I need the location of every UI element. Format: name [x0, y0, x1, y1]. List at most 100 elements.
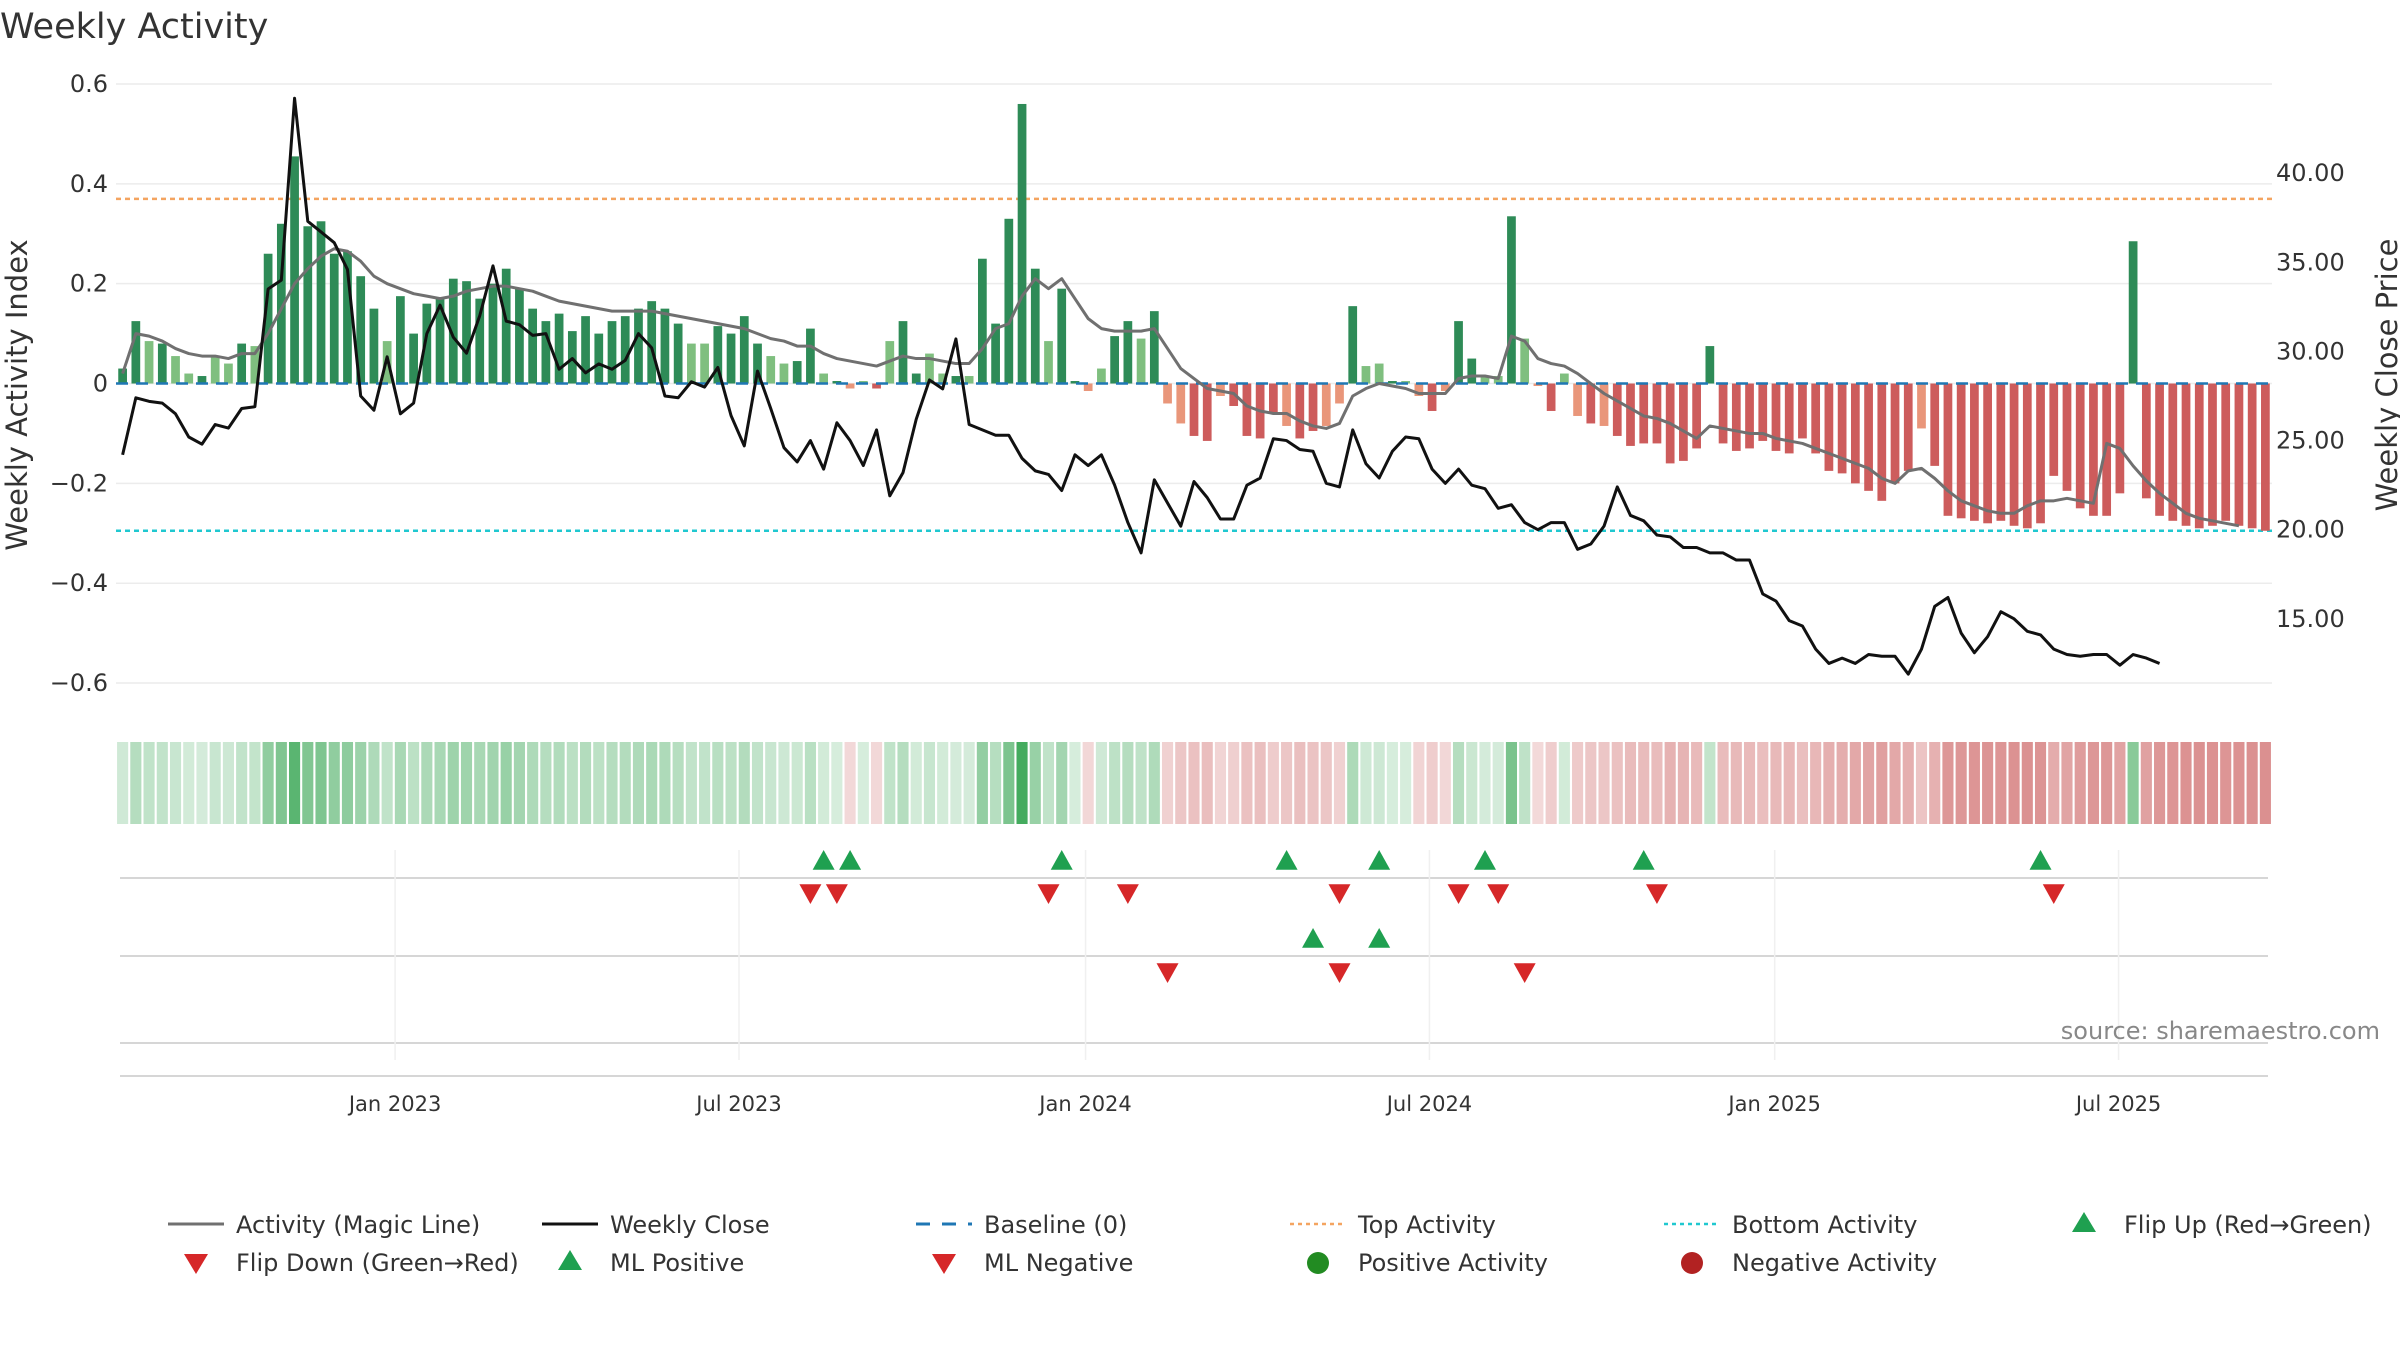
- activity-bar: [131, 321, 141, 384]
- signal-markers: [799, 850, 2065, 983]
- activity-bar: [594, 333, 604, 384]
- heat-strip-cell: [355, 742, 367, 824]
- heat-strip-cell: [923, 742, 936, 824]
- heat-strip-cell: [1704, 742, 1716, 824]
- activity-bar: [448, 278, 458, 384]
- heat-strip-cell: [1717, 742, 1729, 824]
- signal-lanes: [120, 850, 2268, 1077]
- activity-bar: [1745, 383, 1754, 449]
- legend-label: Weekly Close: [610, 1211, 770, 1239]
- y2-tick-label: 15.00: [2276, 605, 2345, 633]
- activity-bar: [1189, 383, 1199, 436]
- activity-bar: [1282, 383, 1291, 426]
- heat-strip-cell: [1175, 742, 1187, 824]
- flip-up-marker: [2029, 850, 2052, 870]
- heat-strip-cell: [209, 742, 221, 824]
- activity-bar: [1731, 383, 1741, 451]
- heat-strip-cell: [1836, 742, 1848, 824]
- activity-bar: [2208, 383, 2217, 526]
- heat-strip-cell: [1109, 742, 1121, 824]
- heat-strip-cell: [2206, 742, 2219, 824]
- heat-strip-cell: [1373, 742, 1385, 824]
- activity-bar: [1308, 383, 1318, 431]
- heat-strip-cell: [1016, 742, 1028, 824]
- heat-strip-cell: [1413, 742, 1425, 824]
- activity-bar: [673, 323, 683, 384]
- activity-bar: [528, 308, 538, 384]
- heat-strip-cell: [1214, 742, 1227, 824]
- flip-up-marker: [812, 850, 835, 870]
- activity-bar: [766, 356, 776, 384]
- heat-strip-cell: [1294, 742, 1306, 824]
- heat-strip-cell: [738, 742, 750, 824]
- activity-bar: [396, 296, 405, 384]
- heat-strip-cell: [1122, 742, 1134, 824]
- heat-strip-cell: [870, 742, 883, 824]
- heat-strip-cell: [1995, 742, 2007, 824]
- activity-bar: [263, 253, 273, 384]
- activity-bar: [1414, 383, 1424, 396]
- legend: Activity (Magic Line) Weekly Close Baselin…: [168, 1211, 2372, 1277]
- heat-strip-cell: [1135, 742, 1147, 824]
- activity-bar: [1917, 383, 1926, 429]
- activity-bar: [1454, 321, 1463, 384]
- activity-bar: [303, 226, 313, 384]
- heat-strip-cell: [712, 742, 724, 824]
- activity-bar: [171, 356, 180, 384]
- heat-strip-cell: [381, 742, 393, 824]
- activity-bar: [647, 301, 657, 384]
- date-tick-label: Jul 2023: [694, 1092, 781, 1116]
- activity-bar: [316, 221, 326, 384]
- activity-bar: [660, 308, 670, 384]
- heat-strip-cell: [1942, 742, 1954, 824]
- legend-swatch: [2072, 1212, 2096, 1232]
- legend-label: Top Activity: [1357, 1211, 1496, 1239]
- heat-strip-cell: [606, 742, 618, 824]
- heat-strip-cell: [1281, 742, 1293, 824]
- heat-strip-cell: [1624, 742, 1637, 824]
- y-tick-label: 0.6: [70, 70, 108, 98]
- ml-negative-marker: [1328, 963, 1351, 983]
- activity-bars: [118, 103, 2270, 531]
- heat-strip-cell: [1492, 742, 1504, 824]
- heat-strip-cell: [659, 742, 671, 824]
- legend-label: Bottom Activity: [1732, 1211, 1917, 1239]
- activity-bar: [951, 376, 961, 384]
- heat-strip-cell: [2220, 742, 2232, 824]
- heat-strip-cell: [2127, 742, 2139, 824]
- activity-bar: [1573, 383, 1582, 416]
- activity-bar: [1771, 383, 1781, 451]
- heat-strip-cell: [1691, 742, 1703, 824]
- activity-heat-strip: [117, 742, 2271, 824]
- activity-bar: [845, 383, 855, 389]
- heat-strip-cell: [1783, 742, 1795, 824]
- activity-bar: [1374, 363, 1384, 384]
- activity-bar: [1348, 306, 1358, 384]
- activity-bar: [1652, 383, 1662, 444]
- flip-up-marker: [1275, 850, 1298, 870]
- activity-bar: [607, 321, 617, 384]
- activity-bar: [1097, 368, 1106, 384]
- heat-strip-cell: [1598, 742, 1610, 824]
- heat-strip-cell: [1638, 742, 1650, 824]
- activity-bar: [184, 373, 194, 384]
- legend-label: Positive Activity: [1358, 1249, 1548, 1277]
- activity-bar: [144, 341, 154, 384]
- heat-strip-cell: [408, 742, 420, 824]
- heat-strip-cell: [2061, 742, 2073, 824]
- activity-bar: [2155, 383, 2164, 516]
- activity-bar: [541, 321, 551, 384]
- activity-bar: [1903, 383, 1913, 471]
- y2-tick-label: 30.00: [2276, 337, 2345, 365]
- magic-line-series: [121, 247, 2240, 528]
- activity-bar: [1427, 383, 1437, 411]
- heat-strip-cell: [1267, 742, 1279, 824]
- activity-bar: [2181, 383, 2191, 526]
- heat-strip-cell: [1400, 742, 1412, 824]
- y-tick-label: −0.2: [50, 469, 108, 497]
- heat-strip-cell: [1532, 742, 1544, 824]
- heat-strip-cell: [1095, 742, 1107, 824]
- heat-strip-cell: [1545, 742, 1557, 824]
- activity-bar: [2261, 383, 2270, 531]
- activity-bar: [779, 363, 789, 384]
